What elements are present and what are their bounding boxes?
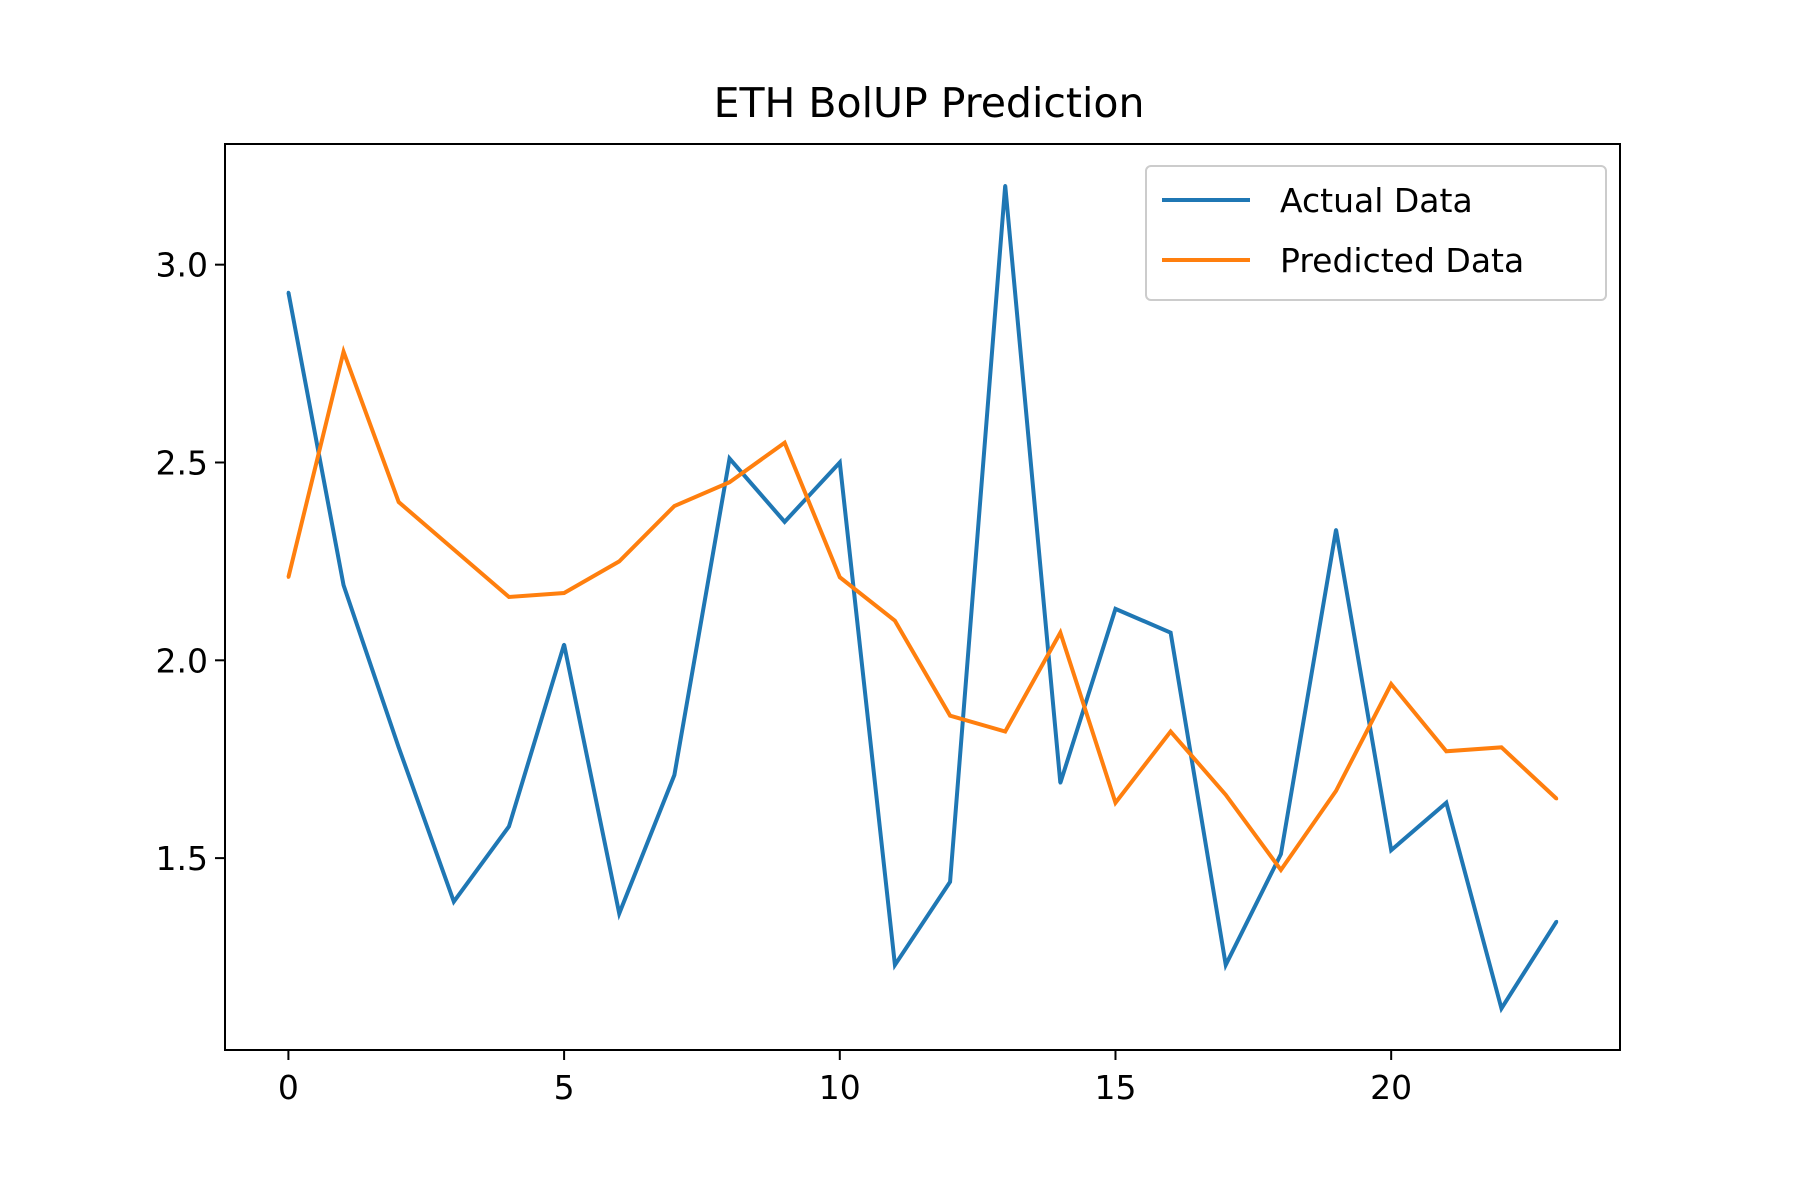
data-point-actual-data (1224, 963, 1228, 967)
plot-area-frame (224, 143, 1621, 1051)
x-tick-label: 15 (1094, 1068, 1136, 1107)
data-point-predicted-data (838, 575, 842, 579)
data-point-predicted-data (727, 480, 732, 484)
data-point-actual-data (1169, 631, 1173, 635)
data-point-actual-data (617, 911, 621, 916)
data-point-predicted-data (1279, 868, 1283, 872)
data-point-predicted-data (1499, 745, 1504, 749)
data-point-actual-data (948, 880, 952, 884)
data-point-predicted-data (1389, 682, 1393, 686)
data-point-actual-data (727, 456, 732, 461)
series-predicted-data (286, 344, 1559, 874)
data-point-actual-data (562, 642, 566, 647)
data-point-predicted-data (1169, 729, 1173, 734)
data-point-actual-data (1444, 801, 1448, 805)
data-point-actual-data (1003, 183, 1007, 188)
data-point-predicted-data (893, 619, 897, 623)
y-tick-label: 3.0 (156, 246, 208, 285)
data-point-predicted-data (507, 595, 511, 599)
data-point-predicted-data (948, 714, 952, 718)
data-point-predicted-data (286, 575, 291, 579)
series-actual-data (286, 183, 1559, 1014)
x-tick-label: 20 (1370, 1068, 1412, 1107)
data-point-predicted-data (562, 591, 566, 595)
data-point-actual-data (507, 824, 511, 829)
y-tick-label: 2.5 (156, 443, 208, 482)
chart-title: ETH BolUP Prediction (714, 79, 1145, 127)
data-point-actual-data (1554, 919, 1559, 924)
data-point-predicted-data (452, 547, 456, 552)
data-point-predicted-data (1554, 797, 1559, 801)
data-point-predicted-data (1334, 789, 1338, 793)
data-point-predicted-data (617, 559, 621, 563)
data-point-predicted-data (672, 504, 676, 508)
data-point-actual-data (397, 745, 401, 749)
data-point-predicted-data (1113, 801, 1118, 805)
data-point-predicted-data (1444, 749, 1448, 753)
data-point-actual-data (838, 460, 842, 465)
legend-item-actual-data: Actual Data (1162, 181, 1473, 220)
data-point-actual-data (1499, 1006, 1504, 1011)
y-tick-label: 1.5 (156, 839, 208, 878)
x-tick-label: 10 (819, 1068, 861, 1107)
y-tick-label: 2.0 (156, 641, 208, 680)
y-axis: 1.5 2.0 2.5 3.0 (156, 246, 225, 878)
series-layer (286, 183, 1559, 1014)
data-point-predicted-data (341, 350, 346, 354)
data-point-actual-data (1058, 781, 1062, 785)
legend-label: Actual Data (1280, 181, 1473, 220)
data-point-actual-data (672, 773, 676, 777)
data-point-actual-data (1113, 607, 1118, 611)
data-point-predicted-data (783, 441, 787, 445)
data-point-actual-data (1334, 528, 1338, 532)
data-point-predicted-data (1003, 729, 1007, 734)
data-point-predicted-data (397, 500, 401, 504)
legend-label: Predicted Data (1280, 241, 1524, 280)
x-tick-label: 5 (554, 1068, 575, 1107)
series-line-actual-data (286, 185, 1559, 1014)
data-point-predicted-data (1224, 793, 1228, 797)
data-point-predicted-data (1058, 631, 1062, 635)
legend-item-predicted-data: Predicted Data (1162, 241, 1524, 280)
data-point-actual-data (452, 900, 456, 904)
data-point-actual-data (783, 520, 787, 524)
series-line-predicted-data (286, 344, 1558, 874)
legend-box (1145, 165, 1607, 301)
x-axis: 0 5 10 15 20 (278, 1050, 1412, 1107)
data-point-actual-data (1389, 848, 1393, 852)
x-tick-label: 0 (278, 1068, 299, 1107)
data-point-actual-data (341, 583, 346, 587)
data-point-actual-data (1279, 852, 1283, 856)
legend: Actual Data Predicted Data (1145, 165, 1607, 301)
data-point-actual-data (286, 290, 291, 294)
data-point-actual-data (893, 963, 897, 967)
